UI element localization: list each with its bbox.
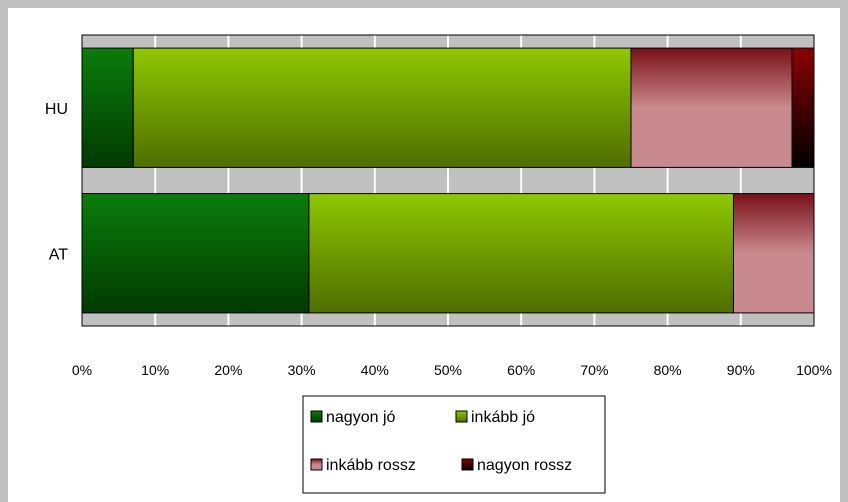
- x-tick-label: 10%: [141, 362, 169, 378]
- plot-border: [81, 34, 815, 327]
- bar-hu-inkabb-jo: [132, 47, 632, 168]
- x-tick-label: 90%: [727, 362, 755, 378]
- legend-box: [302, 395, 606, 494]
- bars: [81, 47, 815, 314]
- bar-hu-nagyon-jo: [81, 47, 134, 168]
- legend: nagyon jó inkább jó inkább rossz nagyon ros…: [302, 395, 606, 494]
- chart-frame: HU AT 0% 10% 20% 30% 40% 50% 60% 70% 80% 90% 100% n…: [8, 8, 840, 502]
- legend-label-nagyon-jo: nagyon jó: [326, 409, 395, 426]
- x-tick-label: 30%: [288, 362, 316, 378]
- x-tick-label: 100%: [796, 362, 832, 378]
- x-tick-label: 70%: [580, 362, 608, 378]
- legend-swatch-nagyon-rossz: [461, 458, 474, 471]
- legend-label-inkabb-jo: inkább jó: [471, 409, 535, 426]
- legend-swatch-nagyon-jo: [310, 410, 323, 423]
- x-tick-label: 20%: [214, 362, 242, 378]
- legend-swatch-inkabb-rossz: [310, 458, 323, 471]
- bar-at-nagyon-jo: [81, 193, 310, 314]
- x-tick-label: 40%: [361, 362, 389, 378]
- bar-hu-nagyon-rossz: [791, 47, 815, 168]
- x-tick-label: 0%: [72, 362, 92, 378]
- category-label-at: AT: [49, 246, 68, 263]
- x-tick-label: 60%: [507, 362, 535, 378]
- x-tick-label: 50%: [434, 362, 462, 378]
- x-tick-label: 80%: [654, 362, 682, 378]
- legend-label-nagyon-rossz: nagyon rossz: [477, 457, 572, 474]
- bar-hu-inkabb-rossz: [630, 47, 793, 168]
- category-label-hu: HU: [45, 101, 68, 118]
- category-labels: HU AT: [45, 101, 68, 264]
- bar-at-inkabb-rossz: [732, 193, 815, 314]
- legend-label-inkabb-rossz: inkább rossz: [326, 457, 416, 474]
- legend-swatch-inkabb-jo: [455, 410, 468, 423]
- bar-at-inkabb-jo: [308, 193, 734, 314]
- stacked-bar-chart: HU AT 0% 10% 20% 30% 40% 50% 60% 70% 80% 90% 100% n…: [45, 34, 832, 494]
- x-axis-ticks: 0% 10% 20% 30% 40% 50% 60% 70% 80% 90% 100%: [72, 362, 832, 378]
